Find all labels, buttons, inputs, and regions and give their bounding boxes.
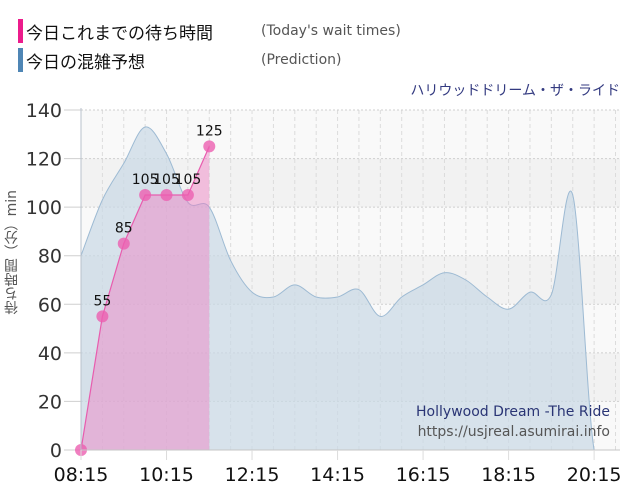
- y-tick-label: 40: [38, 343, 62, 365]
- x-tick-label: 08:15: [54, 464, 109, 486]
- legend-prediction-jp: 今日の混雑予想: [26, 52, 145, 73]
- brand-url: https://usjreal.asumirai.info: [417, 424, 610, 440]
- y-tick-label: 80: [38, 246, 62, 268]
- today-point: [139, 189, 152, 201]
- legend-today-swatch: [18, 19, 23, 43]
- data-label: 105: [175, 172, 202, 188]
- data-label: 85: [115, 221, 133, 237]
- x-tick-label: 20:15: [567, 464, 622, 486]
- data-label: 105: [132, 172, 159, 188]
- ride-title: ハリウッドドリーム・ザ・ライド: [410, 83, 620, 99]
- brand: Hollywood Dream -The Ride https://usjrea…: [416, 402, 610, 442]
- today-point: [160, 189, 173, 201]
- data-label: 125: [196, 123, 223, 139]
- today-point: [96, 310, 109, 323]
- legend-prediction: 今日の混雑予想 (Prediction): [18, 47, 341, 73]
- y-tick-label: 140: [26, 100, 62, 122]
- prediction-area: [81, 126, 616, 450]
- y-tick-label: 0: [50, 440, 62, 462]
- legend-prediction-swatch: [18, 48, 23, 72]
- x-tick-label: 12:15: [225, 464, 280, 486]
- today-area: [81, 146, 210, 450]
- today-point: [203, 140, 216, 153]
- x-tick-label: 18:15: [481, 464, 536, 486]
- y-tick-label: 100: [26, 197, 62, 219]
- y-axis-label-text: 待ち時間（分）min: [4, 190, 20, 315]
- today-point: [181, 189, 194, 201]
- brand-name: Hollywood Dream -The Ride: [416, 404, 610, 420]
- data-label: 105: [153, 172, 180, 188]
- legend-prediction-en: (Prediction): [261, 52, 342, 68]
- data-label: 55: [93, 293, 111, 309]
- x-tick-label: 16:15: [396, 464, 451, 486]
- y-tick-label: 20: [38, 391, 62, 413]
- y-tick-label: 120: [26, 149, 62, 171]
- y-axis-label: 待ち時間（分）min: [2, 190, 32, 350]
- legend-today-jp: 今日これまでの待ち時間: [26, 23, 213, 44]
- x-tick-label: 14:15: [310, 464, 365, 486]
- x-tick-label: 10:15: [139, 464, 194, 486]
- legend-today-en: (Today's wait times): [261, 23, 401, 39]
- legend-today: 今日これまでの待ち時間 (Today's wait times): [18, 18, 401, 44]
- y-tick-label: 60: [38, 294, 62, 316]
- today-point: [117, 237, 130, 250]
- prediction-line: [80, 126, 616, 451]
